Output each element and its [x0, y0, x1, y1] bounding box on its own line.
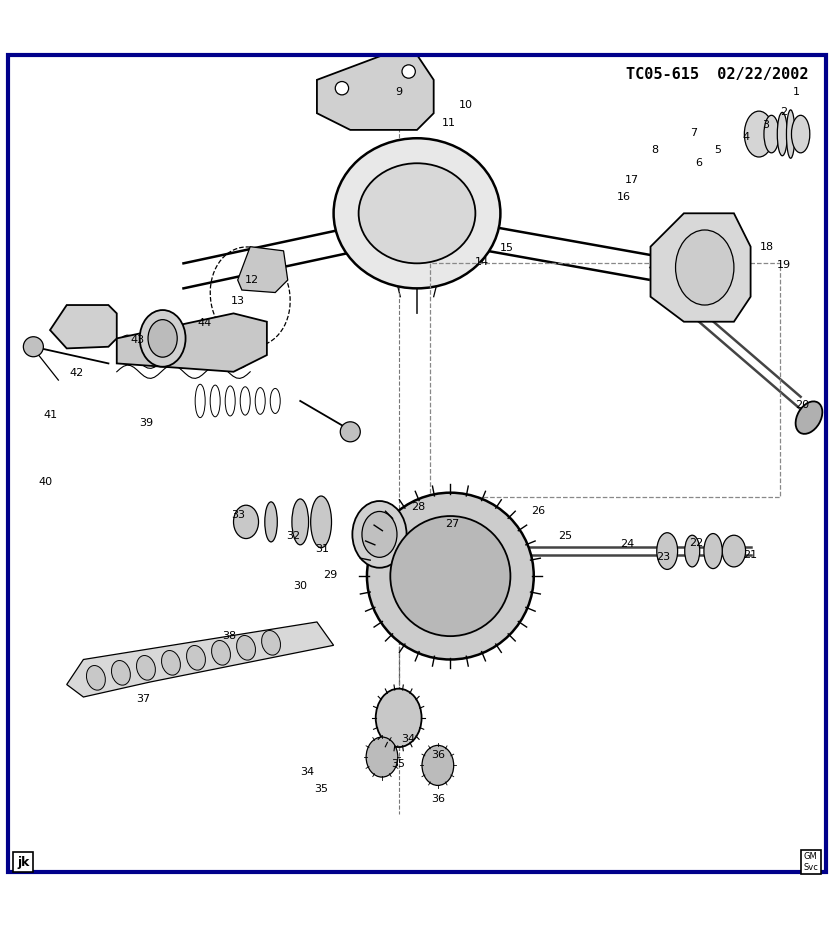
Text: 18: 18 [761, 242, 774, 251]
Ellipse shape [237, 636, 255, 660]
Circle shape [23, 337, 43, 357]
Circle shape [340, 422, 360, 442]
Ellipse shape [234, 505, 259, 539]
Ellipse shape [786, 110, 795, 159]
Text: 32: 32 [287, 531, 300, 541]
Ellipse shape [137, 655, 155, 680]
Text: 2: 2 [781, 107, 787, 117]
Text: 37: 37 [137, 693, 150, 704]
Ellipse shape [685, 535, 700, 567]
Ellipse shape [764, 115, 779, 153]
Text: 16: 16 [617, 192, 631, 201]
Text: 31: 31 [315, 543, 329, 553]
Ellipse shape [744, 111, 774, 157]
Text: 15: 15 [500, 243, 514, 253]
Ellipse shape [162, 651, 180, 675]
Text: 36: 36 [431, 794, 445, 804]
Ellipse shape [366, 737, 398, 777]
Text: 35: 35 [392, 758, 405, 768]
Circle shape [390, 516, 510, 636]
Ellipse shape [334, 138, 500, 288]
Ellipse shape [187, 645, 205, 670]
Ellipse shape [262, 630, 280, 655]
Text: 22: 22 [689, 538, 704, 548]
Text: TC05-615  02/22/2002: TC05-615 02/22/2002 [626, 68, 809, 83]
Text: 29: 29 [323, 570, 338, 580]
Ellipse shape [310, 496, 332, 548]
Ellipse shape [352, 501, 407, 567]
Text: 8: 8 [651, 145, 658, 155]
Ellipse shape [87, 666, 105, 691]
Ellipse shape [676, 230, 734, 305]
Ellipse shape [777, 112, 787, 156]
Text: 36: 36 [431, 750, 445, 760]
Ellipse shape [422, 745, 454, 785]
Ellipse shape [139, 310, 185, 367]
Text: 26: 26 [531, 506, 545, 516]
Ellipse shape [375, 689, 421, 747]
Text: 20: 20 [796, 400, 809, 410]
Text: 41: 41 [43, 410, 57, 420]
Ellipse shape [148, 320, 177, 357]
Text: 27: 27 [445, 518, 460, 528]
Ellipse shape [722, 535, 746, 567]
Text: 38: 38 [223, 631, 236, 641]
Text: 12: 12 [245, 275, 259, 285]
Text: 19: 19 [777, 260, 791, 270]
Text: GM
Svc: GM Svc [803, 853, 818, 872]
Text: jk: jk [18, 856, 29, 869]
Ellipse shape [212, 641, 230, 666]
Polygon shape [117, 313, 267, 372]
Text: 11: 11 [442, 119, 455, 128]
Text: 44: 44 [197, 318, 212, 328]
Polygon shape [67, 622, 334, 697]
Text: 1: 1 [793, 87, 800, 97]
Ellipse shape [265, 502, 277, 542]
Text: 17: 17 [626, 175, 639, 185]
Text: 24: 24 [620, 540, 635, 550]
Text: 5: 5 [714, 145, 721, 155]
Polygon shape [317, 55, 434, 130]
Bar [430, 263, 780, 497]
Ellipse shape [657, 533, 677, 569]
Text: 9: 9 [395, 86, 402, 96]
Text: 3: 3 [762, 120, 769, 130]
Ellipse shape [362, 512, 397, 557]
Text: 35: 35 [314, 783, 328, 794]
Ellipse shape [292, 499, 309, 545]
Text: 14: 14 [475, 257, 489, 267]
Text: 33: 33 [231, 510, 244, 520]
Text: 39: 39 [139, 418, 153, 428]
Text: 4: 4 [743, 132, 750, 142]
Polygon shape [50, 305, 117, 349]
Text: 23: 23 [656, 552, 670, 562]
Text: 34: 34 [402, 733, 415, 743]
Text: 34: 34 [300, 767, 314, 777]
Text: 42: 42 [69, 368, 84, 378]
Ellipse shape [791, 115, 810, 153]
Text: 25: 25 [559, 531, 572, 541]
Text: 43: 43 [131, 335, 144, 345]
Circle shape [402, 65, 415, 78]
Circle shape [367, 492, 534, 659]
Text: 30: 30 [294, 581, 307, 591]
Polygon shape [238, 247, 288, 293]
Ellipse shape [704, 534, 722, 568]
Ellipse shape [796, 401, 822, 434]
Text: 13: 13 [231, 296, 244, 306]
Text: 21: 21 [744, 551, 757, 560]
Text: 7: 7 [691, 128, 697, 138]
Ellipse shape [112, 661, 130, 685]
Text: 6: 6 [696, 159, 702, 169]
Text: 10: 10 [459, 100, 472, 110]
Text: 28: 28 [411, 502, 426, 512]
Ellipse shape [359, 163, 475, 263]
Circle shape [335, 82, 349, 95]
Polygon shape [651, 213, 751, 322]
Text: 40: 40 [39, 476, 53, 487]
